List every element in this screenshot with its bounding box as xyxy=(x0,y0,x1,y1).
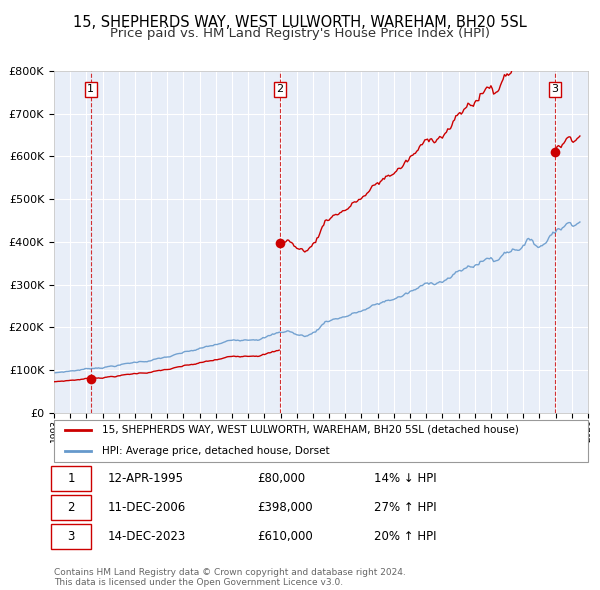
Text: 20% ↑ HPI: 20% ↑ HPI xyxy=(374,530,437,543)
Text: 15, SHEPHERDS WAY, WEST LULWORTH, WAREHAM, BH20 5SL (detached house): 15, SHEPHERDS WAY, WEST LULWORTH, WAREHA… xyxy=(102,425,519,435)
Text: 3: 3 xyxy=(551,84,559,94)
Text: HPI: Average price, detached house, Dorset: HPI: Average price, detached house, Dors… xyxy=(102,446,329,455)
Text: 1: 1 xyxy=(87,84,94,94)
FancyBboxPatch shape xyxy=(52,495,91,520)
Text: £398,000: £398,000 xyxy=(257,501,313,514)
Text: 11-DEC-2006: 11-DEC-2006 xyxy=(107,501,185,514)
FancyBboxPatch shape xyxy=(54,420,588,463)
Text: 3: 3 xyxy=(68,530,75,543)
Text: 2: 2 xyxy=(276,84,283,94)
Text: 27% ↑ HPI: 27% ↑ HPI xyxy=(374,501,437,514)
Text: Price paid vs. HM Land Registry's House Price Index (HPI): Price paid vs. HM Land Registry's House … xyxy=(110,27,490,40)
Text: 15, SHEPHERDS WAY, WEST LULWORTH, WAREHAM, BH20 5SL: 15, SHEPHERDS WAY, WEST LULWORTH, WAREHA… xyxy=(73,15,527,30)
Text: 1: 1 xyxy=(68,472,75,485)
Text: 12-APR-1995: 12-APR-1995 xyxy=(107,472,184,485)
FancyBboxPatch shape xyxy=(52,524,91,549)
Text: £610,000: £610,000 xyxy=(257,530,313,543)
Text: Contains HM Land Registry data © Crown copyright and database right 2024.
This d: Contains HM Land Registry data © Crown c… xyxy=(54,568,406,587)
Text: £80,000: £80,000 xyxy=(257,472,305,485)
Text: 2: 2 xyxy=(68,501,75,514)
Text: 14-DEC-2023: 14-DEC-2023 xyxy=(107,530,185,543)
FancyBboxPatch shape xyxy=(52,466,91,491)
Text: 14% ↓ HPI: 14% ↓ HPI xyxy=(374,472,437,485)
